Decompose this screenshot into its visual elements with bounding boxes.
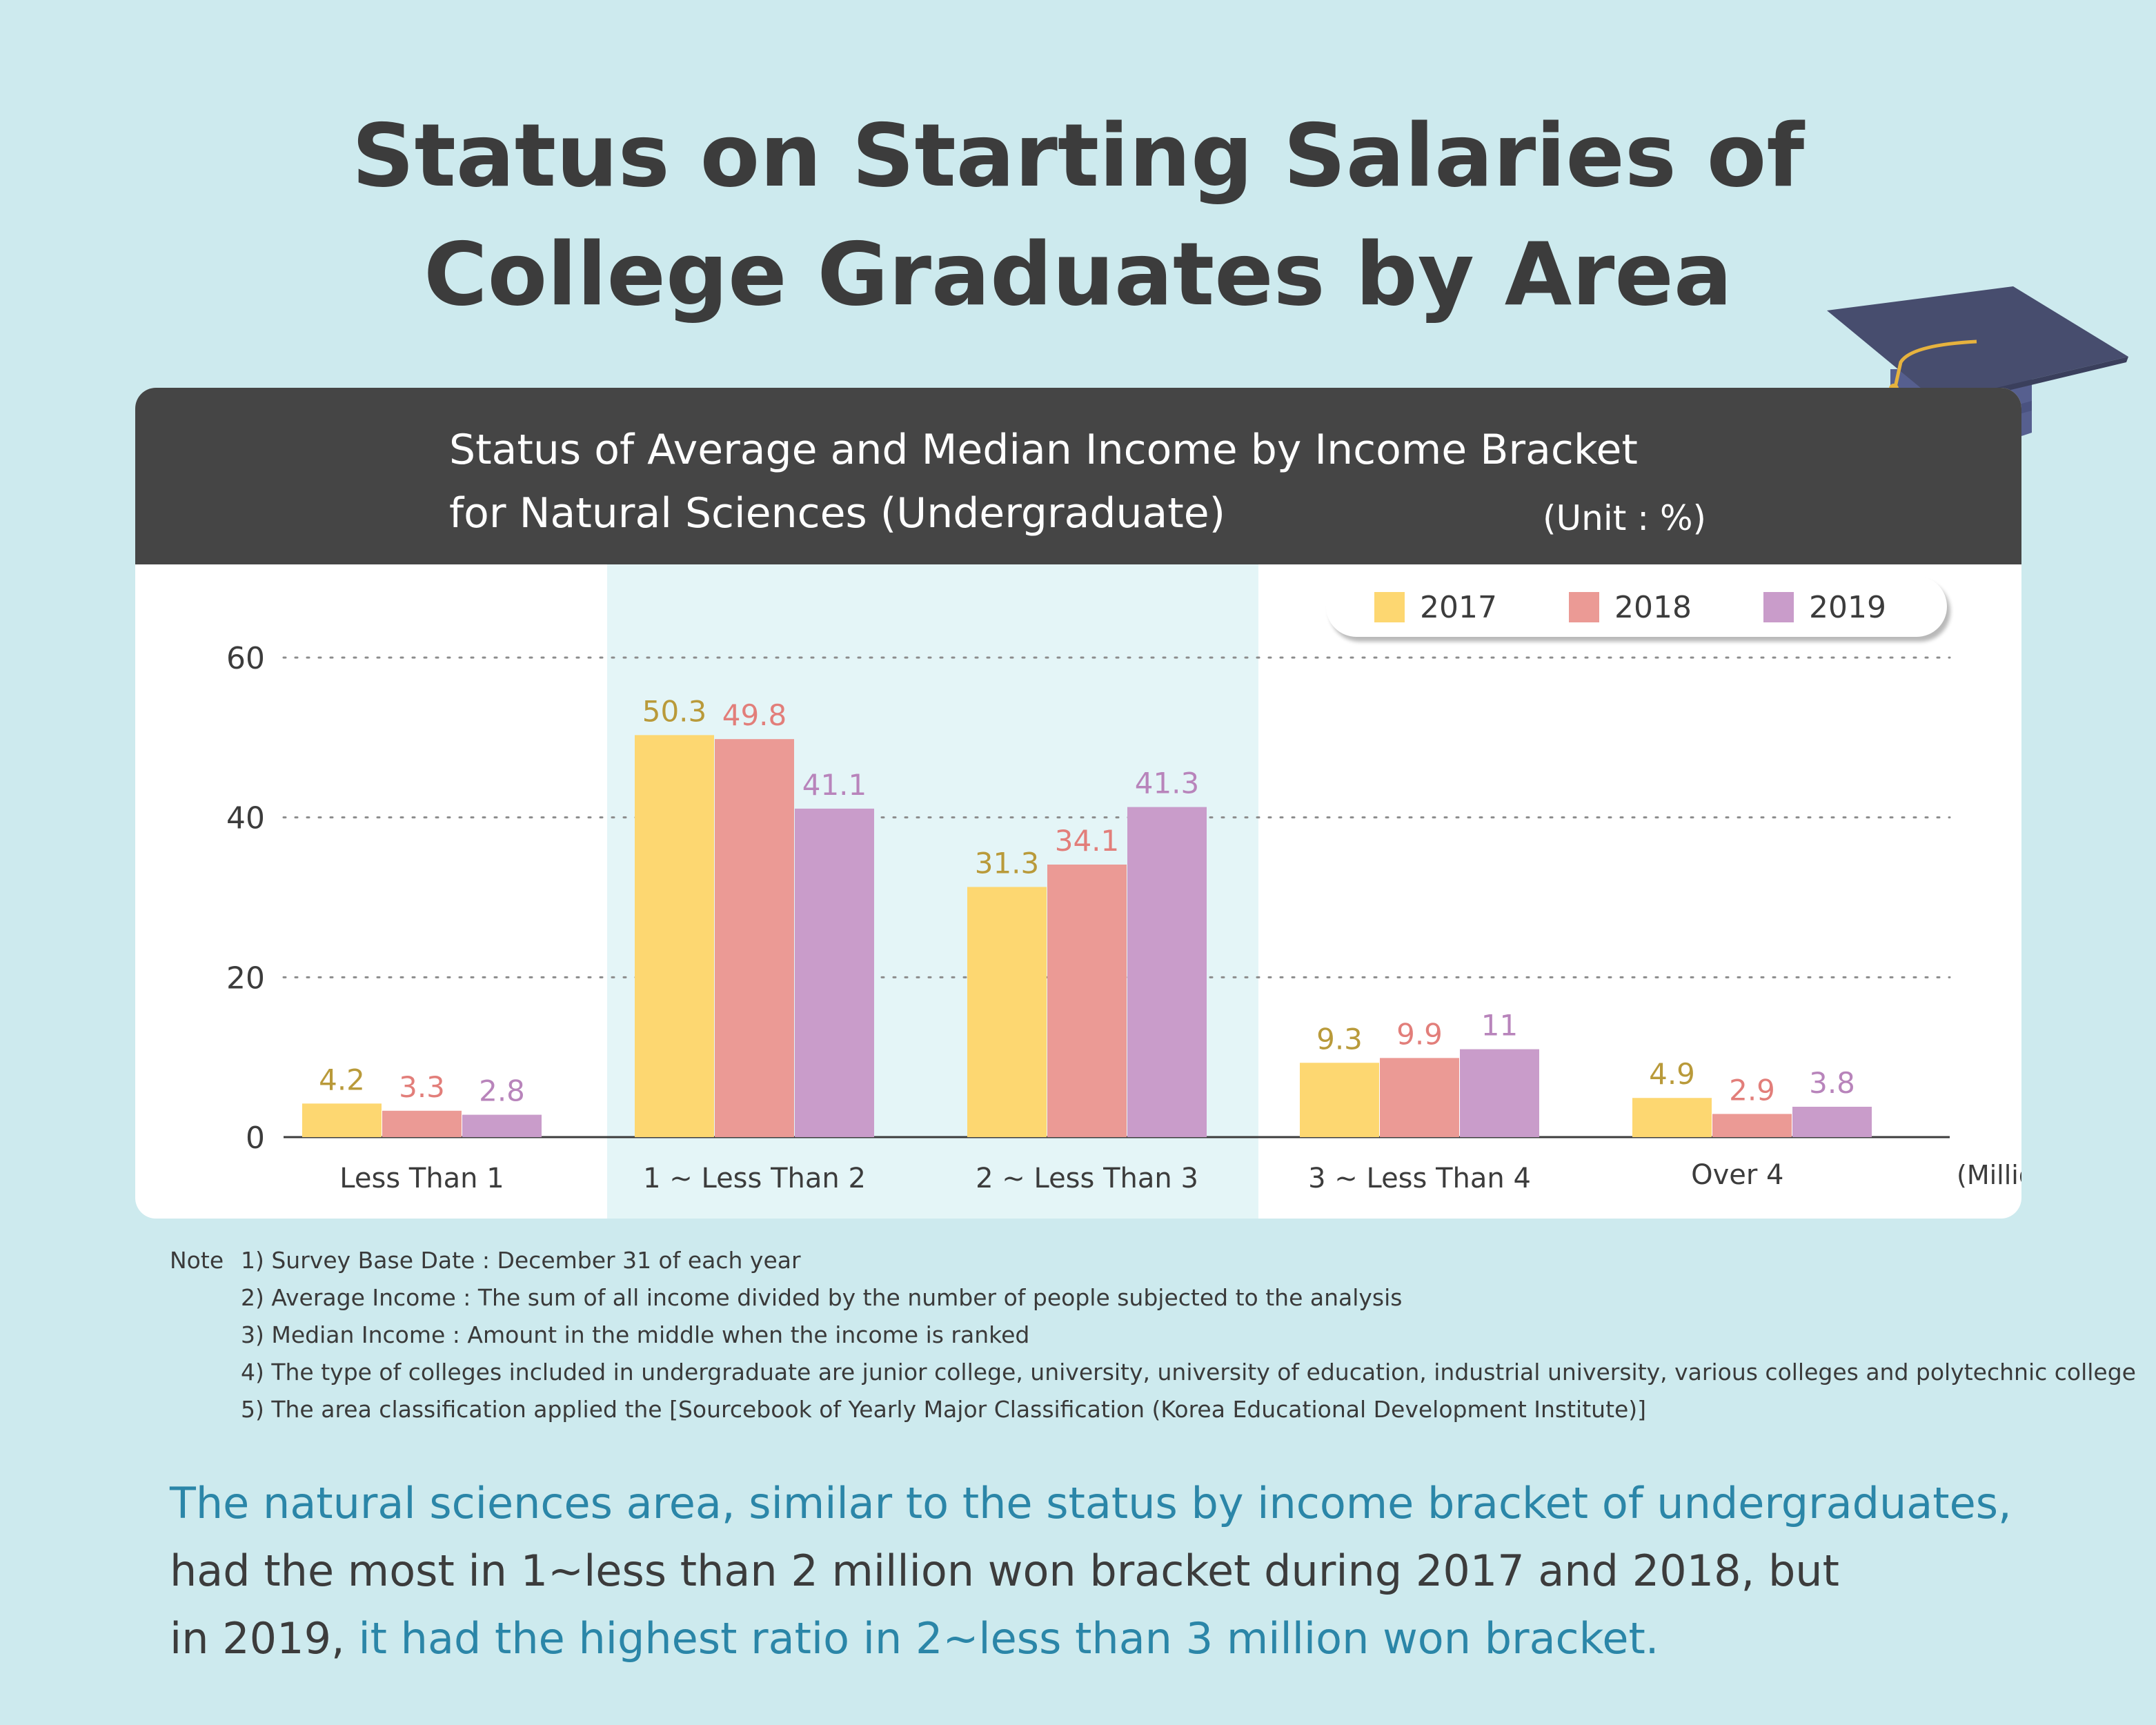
bar-2019 bbox=[1792, 1106, 1872, 1137]
legend-label-2018: 2018 bbox=[1614, 590, 1692, 625]
bar-2017 bbox=[1632, 1098, 1712, 1137]
data-label-2019: 41.1 bbox=[802, 768, 867, 802]
note-item-2: 2) Average Income : The sum of all incom… bbox=[241, 1284, 1403, 1311]
data-label-2018: 3.3 bbox=[399, 1070, 445, 1104]
bar-2019 bbox=[1460, 1049, 1539, 1137]
page-title-line-2: College Graduates by Area bbox=[424, 224, 1732, 325]
legend-label-2017: 2017 bbox=[1420, 590, 1497, 625]
legend-label-2019: 2019 bbox=[1809, 590, 1886, 625]
data-label-2019: 41.3 bbox=[1135, 767, 1200, 800]
x-axis-unit-label: (Million KRW) bbox=[1957, 1160, 2021, 1190]
summary-line-2: had the most in 1~less than 2 million wo… bbox=[170, 1546, 1839, 1596]
data-label-2019: 3.8 bbox=[1809, 1066, 1855, 1100]
data-label-2017: 4.9 bbox=[1649, 1057, 1695, 1091]
chart-legend: 2017 2018 2019 bbox=[1326, 576, 1947, 637]
data-label-2017: 50.3 bbox=[642, 694, 707, 728]
bar-chart: 0 20 40 60 4.2 50.3 31.3 9.3 4.9 3.3 49.8 34.1 9.9 2.… bbox=[226, 564, 2021, 1219]
chart-title-line-2: for Natural Sciences (Undergraduate) bbox=[449, 489, 1226, 538]
bar-2018 bbox=[715, 739, 794, 1137]
summary-line-3-prefix: in 2019, bbox=[170, 1613, 359, 1664]
summary-text: The natural sciences area, similar to th… bbox=[170, 1470, 2101, 1673]
y-tick-label: 40 bbox=[226, 801, 265, 836]
x-tick-label: Less Than 1 bbox=[339, 1163, 504, 1194]
page-title: Status on Starting Salaries of College G… bbox=[0, 97, 2156, 334]
data-label-2017: 4.2 bbox=[319, 1063, 365, 1096]
summary-line-3-highlight: it had the highest ratio in 2~less than … bbox=[358, 1613, 1659, 1664]
y-tick-label: 60 bbox=[226, 641, 265, 676]
bar-2019 bbox=[795, 808, 874, 1137]
x-tick-label: 3 ~ Less Than 4 bbox=[1308, 1163, 1531, 1194]
y-tick-label: 0 bbox=[246, 1121, 265, 1156]
x-tick-label: 2 ~ Less Than 3 bbox=[976, 1163, 1198, 1194]
data-label-2018: 2.9 bbox=[1729, 1073, 1775, 1107]
chart-header: Status of Average and Median Income by I… bbox=[135, 388, 2021, 564]
note-item-5: 5) The area classification applied the [… bbox=[241, 1396, 1647, 1423]
bar-2019 bbox=[1127, 807, 1207, 1137]
bar-2019 bbox=[462, 1114, 542, 1137]
summary-line-3: in 2019, it had the highest ratio in 2~l… bbox=[170, 1605, 2101, 1673]
data-label-2018: 9.9 bbox=[1396, 1017, 1443, 1051]
x-tick-label: 1 ~ Less Than 2 bbox=[643, 1163, 866, 1194]
legend-swatch-2018 bbox=[1569, 592, 1599, 622]
summary-line-1: The natural sciences area, similar to th… bbox=[170, 1478, 2012, 1528]
legend-swatch-2019 bbox=[1763, 592, 1794, 622]
data-label-2018: 49.8 bbox=[722, 698, 787, 732]
bar-2017 bbox=[967, 887, 1047, 1137]
data-label-2019: 11 bbox=[1481, 1009, 1518, 1043]
chart-title: Status of Average and Median Income by I… bbox=[449, 418, 1638, 545]
bar-2018 bbox=[1380, 1058, 1459, 1137]
chart-title-line-1: Status of Average and Median Income by I… bbox=[449, 426, 1638, 474]
data-label-2018: 34.1 bbox=[1055, 824, 1120, 858]
bar-2018 bbox=[1047, 865, 1127, 1137]
bar-2017 bbox=[1300, 1063, 1379, 1137]
note-item-4: 4) The type of colleges included in unde… bbox=[241, 1359, 2136, 1386]
legend-swatch-2017 bbox=[1374, 592, 1405, 622]
note-item-3: 3) Median Income : Amount in the middle … bbox=[241, 1321, 1030, 1348]
y-tick-label: 20 bbox=[226, 960, 265, 996]
notes-label: Note bbox=[170, 1247, 224, 1274]
page-title-line-1: Status on Starting Salaries of bbox=[351, 105, 1805, 206]
bar-2017 bbox=[635, 735, 714, 1137]
data-label-2019: 2.8 bbox=[479, 1074, 525, 1108]
bar-2018 bbox=[1712, 1114, 1792, 1137]
data-label-2017: 31.3 bbox=[975, 846, 1040, 880]
bar-2018 bbox=[382, 1110, 462, 1137]
note-item-1: 1) Survey Base Date : December 31 of eac… bbox=[241, 1247, 801, 1274]
unit-label: (Unit : %) bbox=[1543, 498, 1706, 538]
bar-2017 bbox=[302, 1103, 382, 1137]
x-tick-label: Over 4 bbox=[1691, 1159, 1783, 1191]
data-label-2017: 9.3 bbox=[1316, 1022, 1363, 1056]
